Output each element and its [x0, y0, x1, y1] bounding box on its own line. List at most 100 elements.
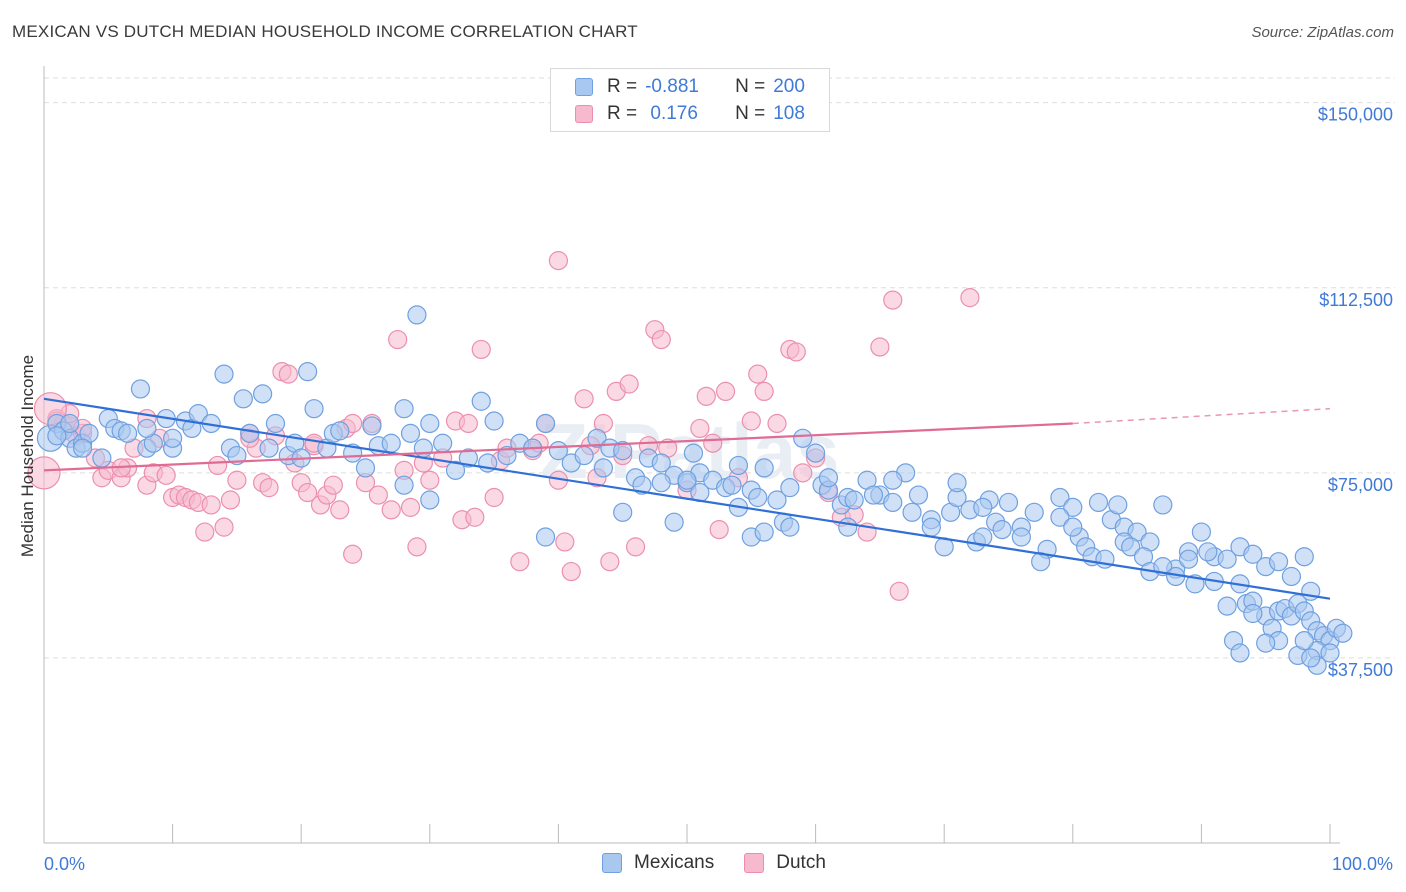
- mexicans-point: [818, 468, 839, 488]
- dutch-point: [696, 386, 716, 406]
- mexicans-point: [767, 490, 787, 510]
- mexicans-point: [1191, 522, 1212, 542]
- trend-lines: [43, 397, 1331, 600]
- legend-n-value: 200: [773, 76, 805, 97]
- mexicans-swatch: [575, 78, 593, 96]
- mexicans-point: [92, 448, 112, 468]
- mexicans-point: [844, 490, 864, 510]
- mexicans-point: [1050, 507, 1070, 527]
- dutch-point: [574, 389, 594, 409]
- mexicans-point: [330, 421, 350, 441]
- dutch-point: [870, 337, 890, 357]
- mexicans-point: [47, 426, 67, 446]
- y-axis-title: Median Household Income: [18, 355, 37, 557]
- dutch-point: [889, 581, 909, 601]
- dutch-point: [27, 456, 61, 490]
- y-tick-label: $37,500: [1328, 660, 1393, 680]
- dutch-point: [368, 485, 388, 505]
- mexicans-point: [1281, 566, 1302, 587]
- mexicans-point: [433, 433, 453, 453]
- mexicans-point: [780, 517, 800, 537]
- mexicans-point: [992, 519, 1012, 540]
- y-tick-label: $75,000: [1328, 475, 1393, 495]
- dutch-point: [561, 561, 581, 582]
- dutch-point: [767, 413, 787, 434]
- dutch-trend-extension: [1072, 407, 1331, 425]
- x-tick-labels: 0.0% 100.0%: [44, 854, 1393, 874]
- mexicans-point: [883, 470, 903, 490]
- dutch-point: [715, 381, 736, 402]
- dutch-point: [400, 497, 421, 517]
- mexicans-point: [471, 391, 491, 411]
- dutch-point: [465, 507, 485, 527]
- mexicans-point: [1243, 603, 1263, 624]
- mexicans-point: [651, 473, 671, 493]
- dutch-point: [883, 290, 903, 310]
- mexicans-point: [445, 460, 466, 480]
- mexicans-point: [400, 423, 421, 443]
- dutch-point: [201, 495, 221, 515]
- mexicans-point: [1011, 527, 1031, 547]
- dutch-point: [208, 455, 228, 476]
- dutch-legend-label: Dutch: [776, 852, 826, 873]
- mexicans-point: [651, 453, 671, 473]
- dutch-point: [323, 475, 343, 495]
- dutch-point: [156, 465, 176, 485]
- dutch-point: [690, 418, 710, 439]
- dutch-swatch: [575, 105, 593, 123]
- mexicans-point: [1333, 623, 1353, 643]
- mexicans-point: [683, 443, 704, 463]
- dutch-point: [388, 329, 408, 350]
- mexicans-point: [407, 305, 427, 325]
- dutch-trend-line: [43, 422, 1073, 472]
- dutch-point: [458, 413, 478, 434]
- series-legend: Mexicans Dutch: [602, 852, 856, 874]
- mexicans-point: [381, 433, 401, 453]
- mexicans-point: [163, 428, 183, 448]
- mexicans-point: [574, 445, 594, 466]
- dutch-point: [214, 517, 234, 537]
- dutch-point: [343, 544, 363, 564]
- mexicans-point: [1050, 487, 1070, 508]
- dutch-point: [278, 364, 298, 384]
- mexicans-point: [664, 512, 684, 532]
- mexicans-point: [304, 399, 324, 419]
- dutch-point: [748, 364, 768, 384]
- mexicans-point: [677, 470, 697, 490]
- dutch-point: [471, 339, 491, 360]
- mexicans-point: [1063, 497, 1083, 517]
- mexicans-point: [1063, 517, 1083, 537]
- legend-n-label: N =: [735, 76, 766, 97]
- mexicans-point: [883, 492, 903, 513]
- legend-item-mexicans: Mexicans: [602, 852, 714, 874]
- mexicans-legend-swatch: [602, 853, 622, 873]
- dutch-point: [960, 288, 980, 308]
- legend-r-label: R =: [607, 76, 638, 97]
- mexicans-point: [947, 473, 967, 493]
- mexicans-point: [1294, 547, 1314, 567]
- axes: [43, 66, 1340, 844]
- dutch-point: [786, 342, 806, 362]
- dutch-point: [754, 381, 774, 402]
- mexicans-point: [130, 379, 151, 399]
- dutch-point: [709, 519, 729, 540]
- mexicans-legend-label: Mexicans: [634, 852, 715, 873]
- dutch-point: [381, 500, 401, 520]
- mexicans-point: [1153, 495, 1173, 515]
- dutch-point: [407, 537, 427, 557]
- x-tick-label: 0.0%: [44, 854, 85, 874]
- mexicans-point: [793, 428, 813, 448]
- y-tick-labels: $37,500 $75,000 $112,500 $150,000: [1318, 105, 1393, 680]
- mexicans-point: [240, 423, 260, 443]
- mexicans-point: [1121, 537, 1141, 557]
- mexicans-point: [780, 478, 800, 498]
- mexicans-point: [1268, 552, 1289, 572]
- mexicans-point: [908, 485, 929, 505]
- mexicans-point: [632, 475, 652, 495]
- correlation-legend: R = -0.881 N = 200 R = 0.176 N = 108: [550, 68, 830, 132]
- mexicans-point: [838, 517, 858, 537]
- dutch-point: [220, 490, 241, 510]
- mexicans-point: [137, 418, 157, 439]
- mexicans-point: [535, 413, 556, 434]
